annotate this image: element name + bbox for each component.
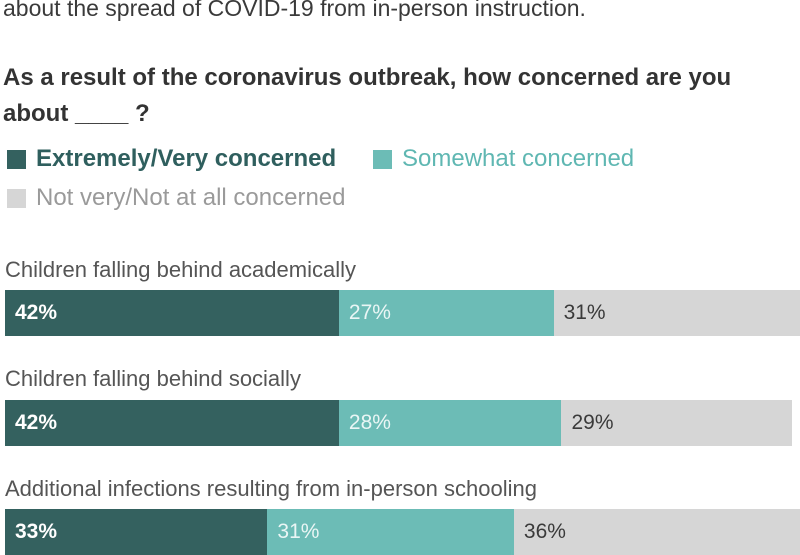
bar-segment-somewhat: 27% xyxy=(338,290,554,336)
data-label: 36% xyxy=(523,520,566,543)
bar-segment-extremely-very: 42% xyxy=(5,400,339,446)
legend-swatch-extremely-very xyxy=(7,149,26,169)
bar-segment-extremely-very: 33% xyxy=(5,509,268,555)
bar-segment-not-concerned: 31% xyxy=(553,290,800,336)
legend-label-extremely-very: Extremely/Very concerned xyxy=(36,145,337,172)
data-label: 29% xyxy=(571,411,614,434)
legend-item-somewhat: Somewhat concerned xyxy=(373,144,634,174)
row-label-socially: Children falling behind socially xyxy=(5,366,301,391)
bar-row-infections: 33% 31% 36% xyxy=(5,509,800,555)
intro-text: about the spread of COVID-19 from in-per… xyxy=(3,0,586,21)
row-label-academically: Children falling behind academically xyxy=(5,257,356,282)
data-label: 27% xyxy=(348,301,391,324)
row-label-infections: Additional infections resulting from in-… xyxy=(5,476,537,501)
chart-title: As a result of the coronavirus outbreak,… xyxy=(3,64,732,127)
bar-segment-somewhat: 31% xyxy=(267,509,514,555)
legend-swatch-not-concerned xyxy=(7,188,26,208)
legend-label-somewhat: Somewhat concerned xyxy=(402,145,635,172)
legend-label-not-concerned: Not very/Not at all concerned xyxy=(36,184,346,211)
bar-segment-not-concerned: 36% xyxy=(513,509,800,555)
bar-segment-extremely-very: 42% xyxy=(5,290,339,336)
data-label: 33% xyxy=(15,520,58,543)
bar-segment-somewhat: 28% xyxy=(338,400,562,446)
legend-item-extremely-very: Extremely/Very concerned xyxy=(7,144,336,174)
data-label: 28% xyxy=(348,411,391,434)
data-label: 42% xyxy=(15,411,58,434)
legend-item-not-concerned: Not very/Not at all concerned xyxy=(7,183,345,213)
bar-row-socially: 42% 28% 29% xyxy=(5,400,793,446)
bar-row-academically: 42% 27% 31% xyxy=(5,290,800,336)
bar-segment-not-concerned: 29% xyxy=(561,400,793,446)
legend-swatch-somewhat xyxy=(373,149,392,169)
data-label: 31% xyxy=(563,301,606,324)
data-label: 42% xyxy=(15,301,58,324)
data-label: 31% xyxy=(277,520,320,543)
